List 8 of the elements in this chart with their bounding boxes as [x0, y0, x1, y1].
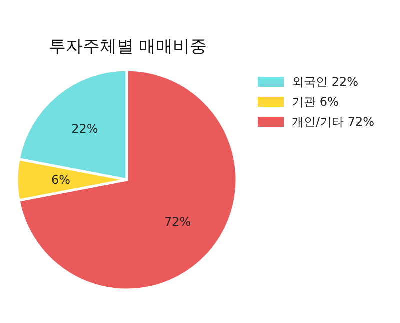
legend-label: 외국인 22%: [292, 75, 358, 89]
legend-label: 개인/기타 72%: [292, 115, 375, 129]
data-label: 72%: [164, 215, 192, 230]
legend-label: 기관 6%: [292, 95, 339, 109]
chart-title: 투자주체별 매매비중: [48, 37, 208, 57]
data-label: 6%: [51, 173, 71, 187]
data-label: 22%: [72, 122, 98, 136]
pie-slice: [18, 68, 238, 292]
